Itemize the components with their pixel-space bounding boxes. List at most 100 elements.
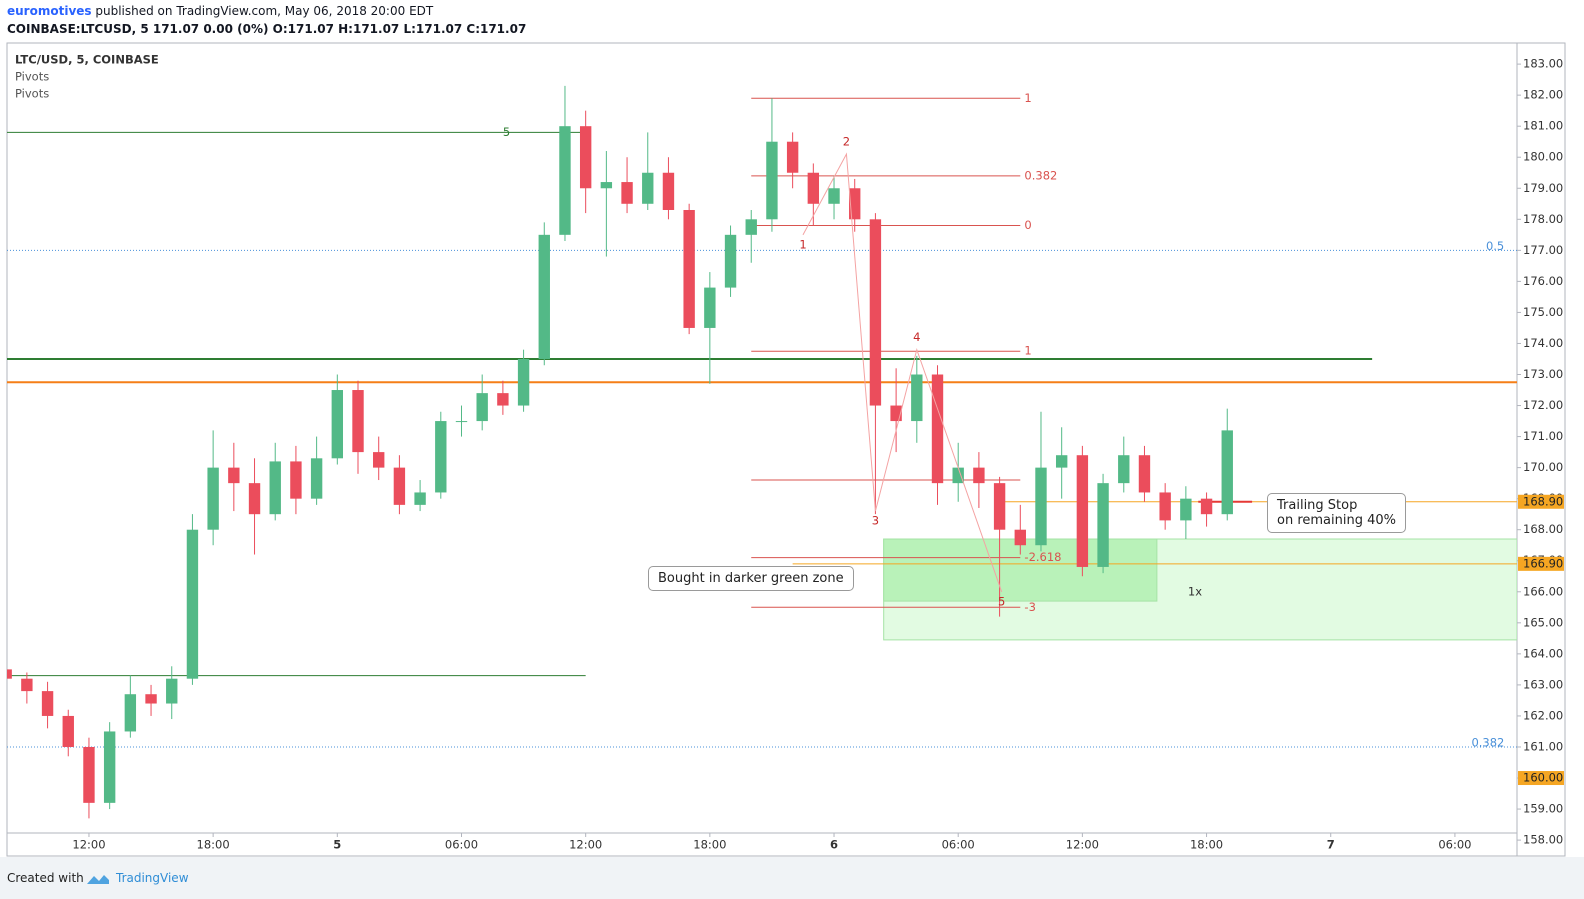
y-tick-label: 176.00 xyxy=(1523,274,1563,288)
y-tick-label: 172.00 xyxy=(1523,398,1563,412)
footer: Created with TradingView xyxy=(0,857,1584,899)
y-tick-label: 164.00 xyxy=(1523,646,1563,660)
candle-body xyxy=(621,182,633,204)
axis-price-tag xyxy=(1518,771,1564,786)
candle-body xyxy=(786,141,799,173)
brand[interactable]: TradingView xyxy=(116,871,189,885)
y-tick-label: 158.00 xyxy=(1523,833,1563,847)
axis-price-label: 166.90 xyxy=(1523,556,1563,570)
y-tick-label: 170.00 xyxy=(1523,460,1563,474)
candle-body xyxy=(310,458,323,499)
y-tick-label: 159.00 xyxy=(1523,802,1563,816)
candle-body xyxy=(1159,492,1171,521)
candle-body xyxy=(1035,467,1047,546)
wave-label: 2 xyxy=(843,135,850,149)
wave-label: 5 xyxy=(998,594,1005,608)
candle-body xyxy=(600,182,613,189)
x-tick-label: 5 xyxy=(333,838,341,852)
candle-body xyxy=(1221,430,1233,515)
y-tick-label: 179.00 xyxy=(1523,181,1563,195)
candle-body xyxy=(1055,455,1068,468)
y-tick-label: 168.00 xyxy=(1523,522,1563,536)
y-tick-label: 178.00 xyxy=(1523,212,1563,226)
y-tick-label: 175.00 xyxy=(1523,305,1563,319)
x-tick-label: 18:00 xyxy=(197,838,230,852)
candle-body xyxy=(455,421,468,423)
callout-line: on remaining 40% xyxy=(1277,513,1396,528)
candle-body xyxy=(642,172,654,204)
level-label: 0.382 xyxy=(1471,735,1504,749)
created-with: Created with xyxy=(7,871,84,885)
candle-body xyxy=(207,467,219,530)
candle-body xyxy=(579,126,592,189)
candle-body xyxy=(373,452,385,468)
candle-body xyxy=(290,461,302,499)
candle-body xyxy=(952,467,964,484)
candle-body xyxy=(124,694,137,732)
wave-label: 4 xyxy=(913,330,920,344)
candle-body xyxy=(21,678,33,692)
candle-body xyxy=(993,483,1006,530)
wave-label: 3 xyxy=(872,514,879,528)
x-tick-label: 12:00 xyxy=(569,838,602,852)
y-tick-label: 180.00 xyxy=(1523,150,1563,164)
candle-body xyxy=(62,715,74,747)
candle-body xyxy=(766,141,778,220)
y-tick-label: 174.00 xyxy=(1523,336,1563,350)
candle-body xyxy=(41,691,54,716)
level-label: 0 xyxy=(1024,218,1031,232)
candle-body xyxy=(352,390,364,453)
candle-body xyxy=(538,234,550,359)
y-tick-label: 183.00 xyxy=(1523,57,1563,71)
author: euromotives xyxy=(7,4,92,18)
level-label: 0.382 xyxy=(1024,168,1057,182)
candle-body xyxy=(331,390,344,459)
y-tick-label: 161.00 xyxy=(1523,739,1563,753)
level-label: -2.618 xyxy=(1024,550,1061,564)
candle-body xyxy=(1076,455,1089,567)
y-tick-label: 163.00 xyxy=(1523,677,1563,691)
x-tick-label: 12:00 xyxy=(1066,838,1099,852)
note-label: 1x xyxy=(1188,584,1202,598)
quote-line: COINBASE:LTCUSD, 5 171.07 0.00 (0%) O:17… xyxy=(7,22,527,36)
candle-body xyxy=(393,467,406,505)
candle-body xyxy=(228,467,240,484)
level-label: 0.5 xyxy=(1486,239,1504,253)
candle-body xyxy=(849,188,861,220)
candle-body xyxy=(745,219,757,235)
candle-body xyxy=(724,234,737,288)
candle-body xyxy=(931,374,944,484)
logo xyxy=(87,875,109,884)
candle-body xyxy=(911,374,923,422)
candle-body xyxy=(435,421,447,493)
axis-price-label: 168.90 xyxy=(1523,494,1563,508)
candle-body xyxy=(1014,529,1026,546)
candle-body xyxy=(517,358,530,406)
chart: 5 0.5 0.382 1 0.382 0 1 -2.618 -3 1 2 3 4 5 1x LTC/USD… xyxy=(6,42,1566,857)
x-tick-label: 06:00 xyxy=(942,838,975,852)
candle-body xyxy=(1200,498,1213,515)
candle-body xyxy=(248,483,261,515)
axis-price-tag xyxy=(1518,494,1564,509)
candle-body xyxy=(890,405,902,422)
level-label: 1 xyxy=(1024,344,1031,358)
study-legend: Pivots xyxy=(15,87,49,101)
candle-body xyxy=(1138,455,1151,493)
level-label: 5 xyxy=(503,125,510,139)
y-tick-label: 181.00 xyxy=(1523,119,1563,133)
candle-body xyxy=(186,529,199,679)
symbol-legend: LTC/USD, 5, COINBASE xyxy=(15,53,159,67)
y-tick-label: 173.00 xyxy=(1523,367,1563,381)
candle-body xyxy=(166,678,178,704)
candle-body xyxy=(269,461,281,515)
y-tick-label: 171.00 xyxy=(1523,429,1563,443)
candle-body xyxy=(683,209,695,328)
candle-body xyxy=(497,393,509,406)
callout-bought: Bought in darker green zone xyxy=(648,566,854,591)
plot: 5 0.5 0.382 1 0.382 0 1 -2.618 -3 1 2 3 4 5 1x xyxy=(7,85,1517,819)
candle-body xyxy=(476,393,488,422)
x-tick-label: 18:00 xyxy=(1190,838,1223,852)
x-tick-label: 7 xyxy=(1327,838,1335,852)
y-tick-label: 165.00 xyxy=(1523,615,1563,629)
frame xyxy=(6,42,1566,857)
